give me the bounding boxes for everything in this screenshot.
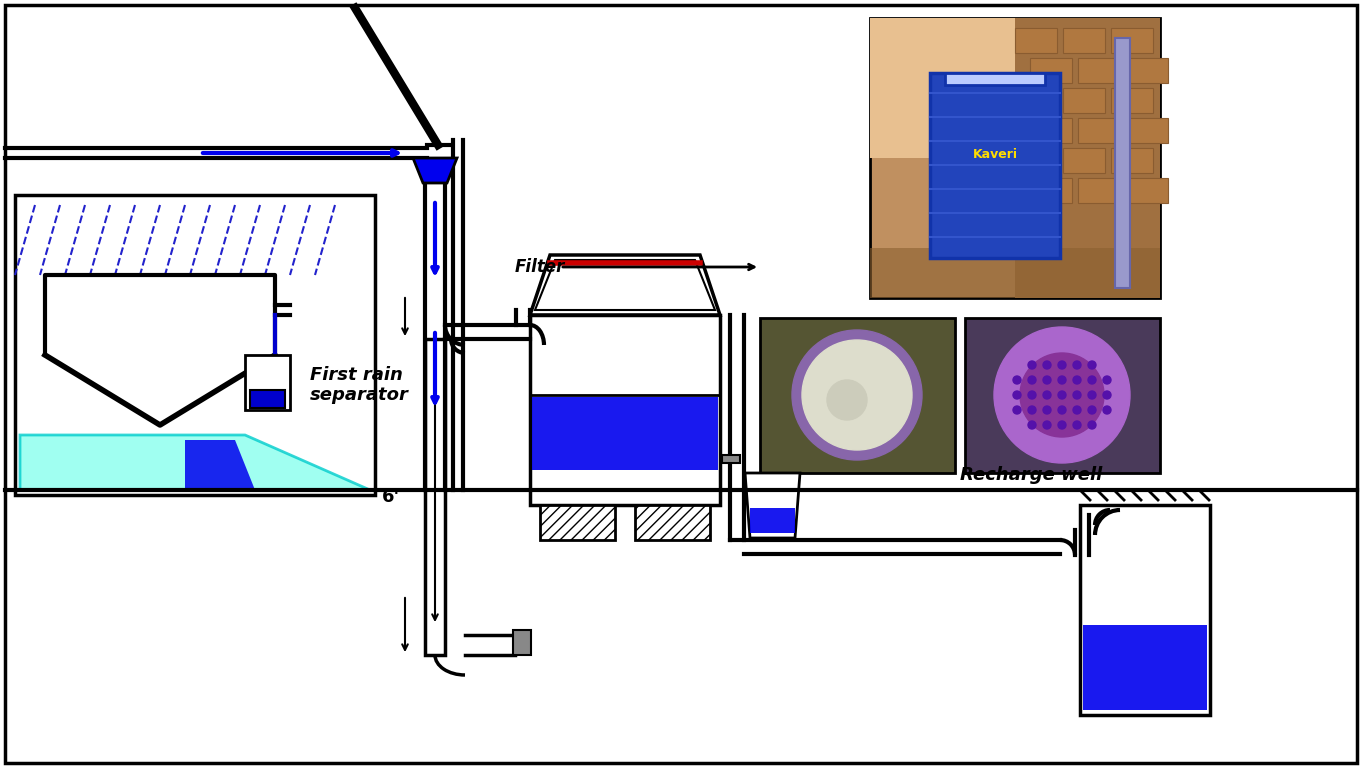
Circle shape bbox=[1058, 421, 1066, 429]
Bar bbox=[1030, 58, 1072, 83]
Text: Filter: Filter bbox=[515, 258, 565, 276]
Circle shape bbox=[1058, 376, 1066, 384]
Polygon shape bbox=[535, 260, 715, 310]
Circle shape bbox=[1020, 353, 1105, 437]
Bar bbox=[1030, 118, 1072, 143]
Bar bbox=[750, 508, 795, 533]
Bar bbox=[1015, 28, 1057, 53]
Circle shape bbox=[1058, 391, 1066, 399]
Bar bbox=[870, 248, 1160, 298]
Circle shape bbox=[1013, 376, 1022, 384]
Circle shape bbox=[1028, 391, 1036, 399]
Circle shape bbox=[827, 380, 868, 420]
Bar bbox=[1062, 148, 1105, 173]
Bar bbox=[760, 318, 955, 473]
Circle shape bbox=[1088, 406, 1096, 414]
Circle shape bbox=[1028, 376, 1036, 384]
Bar bbox=[1015, 148, 1057, 173]
Bar bbox=[539, 505, 616, 540]
Bar bbox=[1111, 28, 1154, 53]
Circle shape bbox=[1103, 406, 1111, 414]
Bar bbox=[1080, 505, 1209, 715]
Bar bbox=[1015, 18, 1160, 298]
Circle shape bbox=[1088, 391, 1096, 399]
Bar bbox=[1126, 178, 1169, 203]
Circle shape bbox=[1073, 361, 1081, 369]
Bar bbox=[870, 18, 1160, 298]
Text: First rain
separator: First rain separator bbox=[311, 366, 409, 405]
Polygon shape bbox=[185, 440, 255, 490]
Circle shape bbox=[1043, 361, 1051, 369]
Bar bbox=[251, 390, 285, 408]
Bar bbox=[245, 355, 290, 410]
Bar bbox=[1062, 88, 1105, 113]
Text: Recharge well: Recharge well bbox=[960, 466, 1102, 484]
Polygon shape bbox=[413, 158, 458, 183]
Bar bbox=[1077, 58, 1120, 83]
Circle shape bbox=[1028, 361, 1036, 369]
Bar bbox=[1111, 148, 1154, 173]
Circle shape bbox=[1028, 406, 1036, 414]
Bar bbox=[530, 315, 720, 505]
Polygon shape bbox=[530, 255, 720, 315]
Bar bbox=[1062, 28, 1105, 53]
Circle shape bbox=[1073, 421, 1081, 429]
Circle shape bbox=[1043, 421, 1051, 429]
Bar bbox=[945, 73, 1045, 85]
Bar bbox=[870, 18, 1160, 158]
Circle shape bbox=[1058, 406, 1066, 414]
Circle shape bbox=[1073, 406, 1081, 414]
Bar bbox=[966, 318, 1160, 473]
Circle shape bbox=[802, 340, 913, 450]
Bar bbox=[1030, 178, 1072, 203]
Text: Kaveri: Kaveri bbox=[972, 148, 1017, 161]
Bar bbox=[1077, 118, 1120, 143]
Circle shape bbox=[1073, 391, 1081, 399]
Bar bbox=[533, 397, 718, 470]
Bar bbox=[1083, 625, 1207, 710]
Bar bbox=[930, 73, 1060, 258]
Circle shape bbox=[994, 327, 1130, 463]
Bar bbox=[513, 630, 531, 655]
Bar bbox=[1077, 178, 1120, 203]
Circle shape bbox=[791, 330, 922, 460]
Circle shape bbox=[1103, 376, 1111, 384]
Bar bbox=[722, 455, 740, 463]
Polygon shape bbox=[20, 435, 370, 490]
Circle shape bbox=[1073, 376, 1081, 384]
Circle shape bbox=[1043, 391, 1051, 399]
Bar bbox=[425, 339, 445, 655]
Circle shape bbox=[1088, 376, 1096, 384]
Bar bbox=[1126, 58, 1169, 83]
Text: 6': 6' bbox=[381, 488, 400, 506]
Circle shape bbox=[1103, 391, 1111, 399]
Circle shape bbox=[1013, 391, 1022, 399]
Bar bbox=[1115, 38, 1130, 288]
Circle shape bbox=[1058, 361, 1066, 369]
Circle shape bbox=[1043, 376, 1051, 384]
Polygon shape bbox=[745, 473, 799, 538]
Circle shape bbox=[1088, 361, 1096, 369]
Bar bbox=[1126, 118, 1169, 143]
Circle shape bbox=[1088, 421, 1096, 429]
Circle shape bbox=[1013, 406, 1022, 414]
Circle shape bbox=[1043, 406, 1051, 414]
Bar bbox=[1015, 88, 1057, 113]
Circle shape bbox=[1028, 421, 1036, 429]
Bar bbox=[635, 505, 710, 540]
Bar bbox=[15, 195, 375, 495]
Bar bbox=[1111, 88, 1154, 113]
